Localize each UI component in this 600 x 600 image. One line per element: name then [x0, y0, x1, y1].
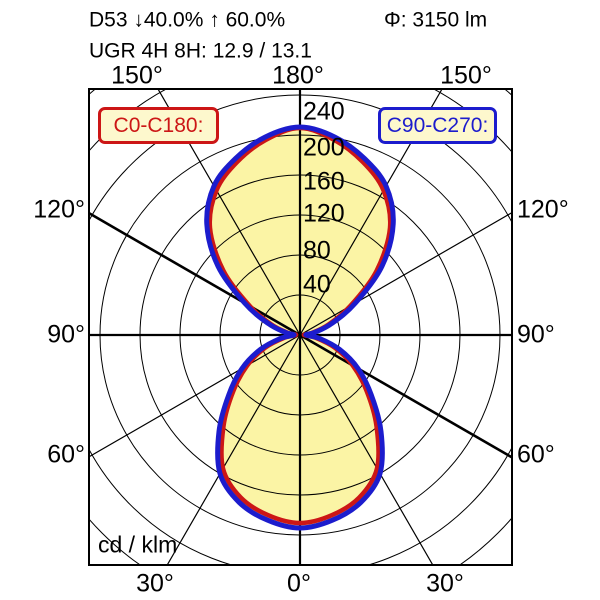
angle-label-left-120: 120° — [33, 195, 85, 224]
angle-label-right-60: 60° — [517, 440, 555, 469]
angle-label-top-center: 180° — [272, 61, 324, 90]
ring-value-120: 120 — [303, 199, 345, 228]
header-luminous-flux: Φ: 3150 lm — [384, 8, 488, 32]
legend-c0-c180: C0-C180: — [98, 107, 219, 144]
ring-value-160: 160 — [303, 167, 345, 196]
header-flux-fractions: D53 ↓40.0% ↑ 60.0% — [89, 8, 286, 32]
angle-label-right-120: 120° — [517, 195, 569, 224]
angle-label-top-left: 150° — [111, 61, 163, 90]
ring-value-200: 200 — [303, 133, 345, 162]
angle-label-bottom-right: 30° — [426, 569, 464, 598]
legend-c90-c270-label: C90-C270: — [386, 113, 489, 137]
header-ugr: UGR 4H 8H: 12.9 / 13.1 — [89, 39, 312, 63]
angle-label-top-right: 150° — [440, 61, 492, 90]
ring-value-240: 240 — [303, 97, 345, 126]
angle-label-right-90: 90° — [517, 320, 555, 349]
ring-value-40: 40 — [303, 270, 331, 299]
angle-label-bottom-left: 30° — [136, 569, 174, 598]
angle-label-left-60: 60° — [47, 440, 85, 469]
plot-border — [88, 88, 513, 566]
legend-c90-c270: C90-C270: — [378, 107, 497, 144]
angle-label-bottom-center: 0° — [287, 569, 311, 598]
curve-c90-c270 — [204, 124, 396, 531]
angle-label-left-90: 90° — [47, 320, 85, 349]
legend-c0-c180-label: C0-C180: — [113, 113, 204, 137]
unit-label: cd / klm — [98, 531, 178, 558]
ring-value-80: 80 — [303, 236, 331, 265]
